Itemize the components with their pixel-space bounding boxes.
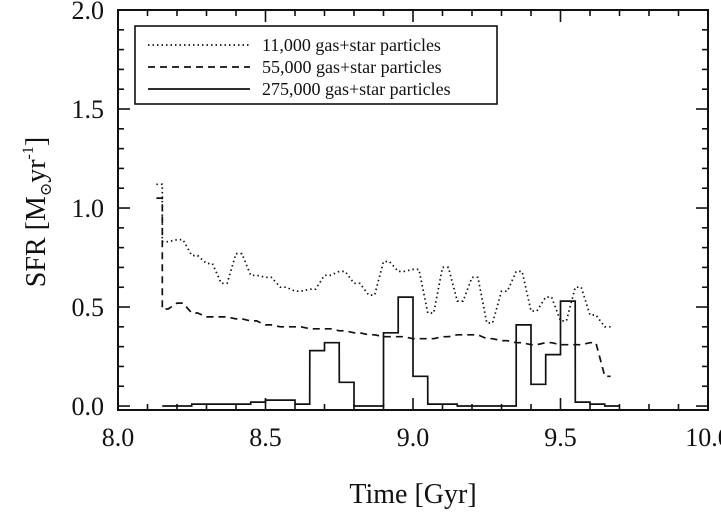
- x-tick-label: 8.0: [102, 423, 135, 452]
- y-tick-label: 1.0: [72, 194, 105, 223]
- x-tick-label: 8.5: [249, 423, 282, 452]
- legend-label-11000: 11,000 gas+star particles: [262, 35, 441, 55]
- y-axis-title: SFR [M⊙yr-1]: [20, 137, 55, 287]
- legend: 11,000 gas+star particles 55,000 gas+sta…: [134, 25, 498, 105]
- x-tick-label: 10.0: [685, 423, 721, 452]
- axis-ticks: [117, 9, 709, 410]
- x-tick-label: 9.0: [397, 423, 430, 452]
- y-tick-label: 2.0: [72, 0, 105, 25]
- y-tick-label: 0.5: [72, 293, 105, 322]
- series-layer: [156, 183, 620, 407]
- x-tick-label: 9.5: [544, 423, 577, 452]
- legend-label-275000: 275,000 gas+star particles: [262, 79, 451, 99]
- legend-label-55000: 55,000 gas+star particles: [262, 57, 442, 77]
- series-line-dotted: [156, 183, 611, 328]
- x-axis-title: Time [Gyr]: [349, 479, 476, 510]
- y-tick-label: 1.5: [72, 95, 105, 124]
- series-line-dashed: [156, 197, 611, 378]
- y-tick-labels: 0.0 0.5 1.0 1.5 2.0: [72, 0, 105, 421]
- y-tick-label: 0.0: [72, 392, 105, 421]
- series-line-solid: [162, 296, 620, 407]
- legend-box: [134, 25, 498, 105]
- x-tick-labels: 8.0 8.5 9.0 9.5 10.0: [102, 423, 721, 452]
